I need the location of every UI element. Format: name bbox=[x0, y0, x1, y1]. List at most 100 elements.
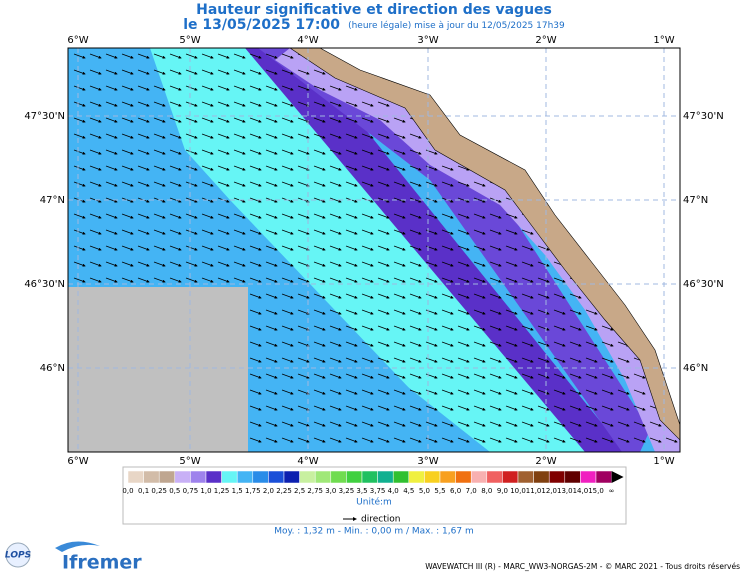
wave-arrow bbox=[121, 133, 134, 139]
wave-arrow bbox=[217, 261, 230, 267]
wave-arrow bbox=[265, 389, 278, 395]
wave-arrow bbox=[521, 229, 534, 235]
wave-arrow bbox=[425, 325, 438, 331]
wave-arrow bbox=[345, 181, 358, 187]
wave-arrow bbox=[329, 277, 342, 283]
wave-arrow bbox=[441, 277, 454, 283]
wave-arrow bbox=[201, 277, 214, 283]
wave-arrow bbox=[345, 165, 358, 171]
wave-arrow bbox=[185, 149, 198, 155]
wave-arrow bbox=[201, 261, 214, 267]
wave-arrow bbox=[281, 421, 294, 427]
wave-arrow bbox=[553, 389, 566, 395]
wave-arrow bbox=[265, 197, 278, 203]
wave-arrow bbox=[569, 325, 582, 331]
wave-arrow bbox=[553, 341, 566, 347]
wave-arrow bbox=[505, 437, 518, 443]
wave-arrow bbox=[249, 245, 262, 251]
wave-arrow bbox=[345, 421, 358, 427]
wave-arrow bbox=[89, 245, 102, 251]
wave-arrow bbox=[73, 85, 86, 91]
wave-arrow bbox=[505, 213, 518, 219]
wave-arrow bbox=[617, 405, 630, 411]
wave-arrow bbox=[361, 437, 374, 443]
wave-arrow bbox=[473, 325, 486, 331]
wave-arrow bbox=[601, 405, 614, 411]
wave-arrow bbox=[185, 165, 198, 171]
wave-arrow bbox=[137, 133, 150, 139]
wave-arrow bbox=[249, 133, 262, 139]
wave-arrow bbox=[281, 53, 294, 59]
wave-arrow bbox=[217, 165, 230, 171]
wave-arrow bbox=[473, 277, 486, 283]
wave-arrow bbox=[313, 117, 326, 123]
wave-arrow bbox=[601, 389, 614, 395]
wave-arrow bbox=[121, 69, 134, 75]
wave-arrow bbox=[537, 421, 550, 427]
wave-arrow bbox=[313, 437, 326, 443]
wave-arrow bbox=[233, 229, 246, 235]
wave-arrow bbox=[505, 309, 518, 315]
wave-arrow bbox=[297, 325, 310, 331]
no-data-area bbox=[68, 287, 248, 452]
wave-arrow bbox=[313, 341, 326, 347]
wave-arrow bbox=[601, 341, 614, 347]
wave-arrow bbox=[361, 181, 374, 187]
wave-arrow bbox=[329, 117, 342, 123]
wave-arrow bbox=[409, 373, 422, 379]
wave-arrow bbox=[537, 389, 550, 395]
scale-label: 0,1 bbox=[138, 487, 149, 495]
wave-arrow bbox=[377, 165, 390, 171]
lon-label: 5°W bbox=[179, 35, 200, 46]
wave-arrow bbox=[249, 293, 262, 299]
wave-arrow bbox=[281, 325, 294, 331]
wave-arrow bbox=[89, 277, 102, 283]
unit: Unité:m bbox=[356, 497, 392, 508]
wave-arrow bbox=[217, 117, 230, 123]
wave-arrow bbox=[185, 85, 198, 91]
scale-swatch bbox=[221, 470, 238, 484]
wave-arrow bbox=[137, 117, 150, 123]
wave-arrow bbox=[265, 69, 278, 75]
lat-label: 47°30'N bbox=[24, 111, 65, 122]
wave-arrow bbox=[217, 213, 230, 219]
wave-arrow bbox=[201, 165, 214, 171]
wave-arrow bbox=[457, 197, 470, 203]
wave-arrow bbox=[377, 325, 390, 331]
wave-arrow bbox=[345, 341, 358, 347]
wave-arrow bbox=[217, 277, 230, 283]
wave-arrow bbox=[233, 213, 246, 219]
wave-arrow bbox=[505, 229, 518, 235]
wave-arrow bbox=[489, 405, 502, 411]
wave-arrow bbox=[537, 293, 550, 299]
wave-arrow bbox=[249, 325, 262, 331]
scale-label: 0,75 bbox=[183, 487, 199, 495]
wave-arrow bbox=[313, 261, 326, 267]
scale-swatch bbox=[377, 470, 394, 484]
wave-arrow bbox=[169, 245, 182, 251]
wave-arrow bbox=[505, 277, 518, 283]
wave-arrow bbox=[329, 245, 342, 251]
wave-arrow bbox=[153, 165, 166, 171]
wave-arrow bbox=[345, 325, 358, 331]
wave-arrow bbox=[393, 213, 406, 219]
wave-arrow bbox=[265, 437, 278, 443]
wave-arrow bbox=[345, 261, 358, 267]
wave-arrow bbox=[409, 133, 422, 139]
wave-arrow bbox=[377, 213, 390, 219]
wave-arrow bbox=[313, 181, 326, 187]
scale-label: 0,25 bbox=[151, 487, 167, 495]
wave-arrow bbox=[633, 421, 646, 427]
wave-arrow bbox=[73, 101, 86, 107]
wave-arrow bbox=[249, 341, 262, 347]
wave-arrow bbox=[249, 229, 262, 235]
wave-arrow bbox=[393, 165, 406, 171]
wave-arrow bbox=[153, 277, 166, 283]
wave-arrow bbox=[537, 357, 550, 363]
wave-arrow bbox=[457, 261, 470, 267]
wave-arrow bbox=[377, 341, 390, 347]
wave-arrow bbox=[345, 405, 358, 411]
wave-arrow bbox=[249, 261, 262, 267]
wave-arrow bbox=[185, 53, 198, 59]
wave-arrow bbox=[377, 293, 390, 299]
